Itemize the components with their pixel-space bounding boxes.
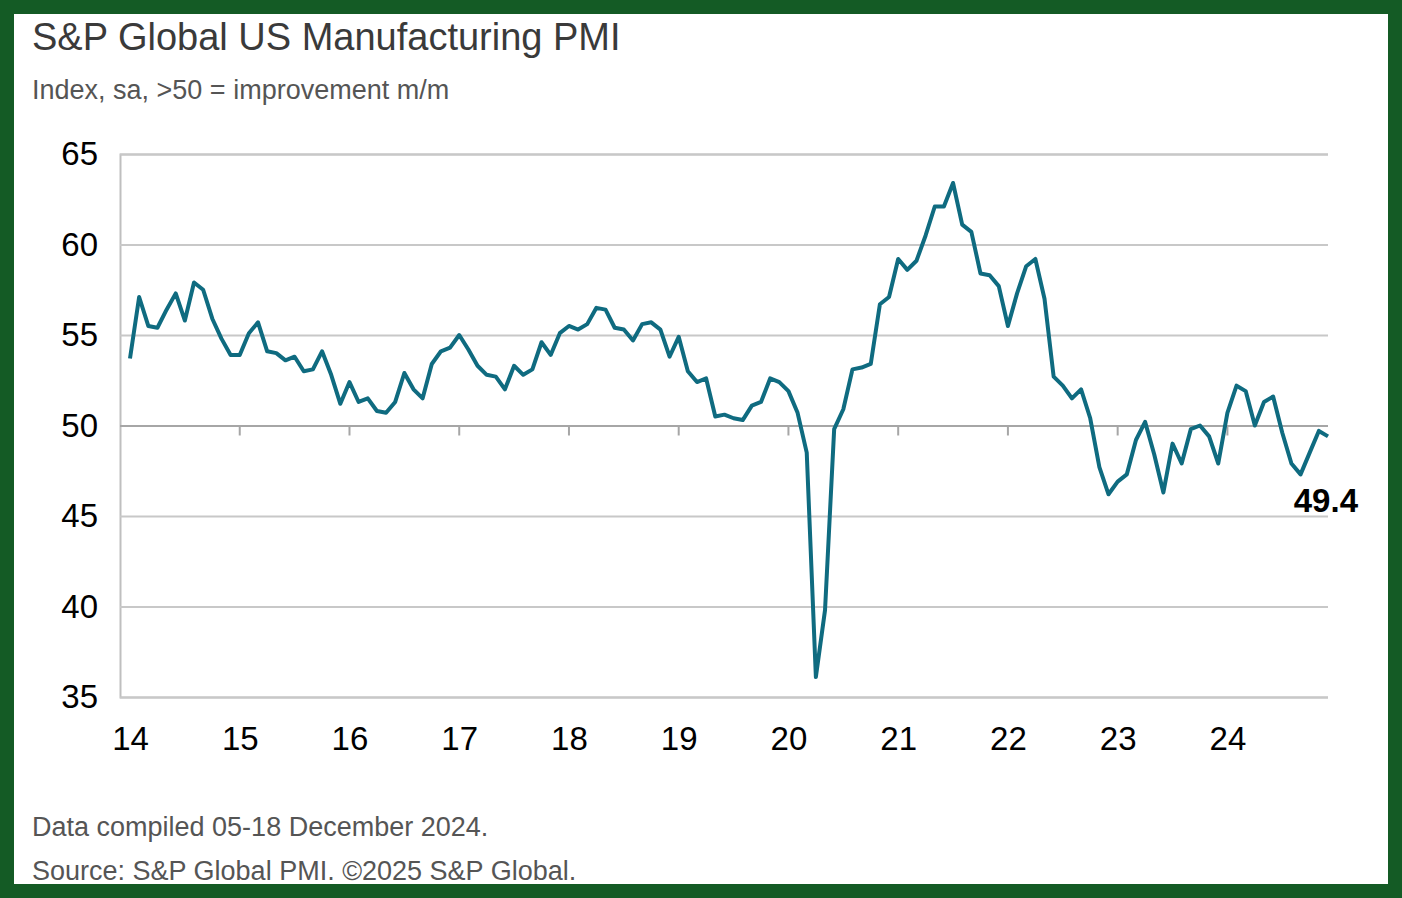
- title: S&P Global US Manufacturing PMI: [32, 16, 621, 58]
- x-tick-marks: [240, 426, 1228, 436]
- x-tick-label: 18: [551, 720, 588, 757]
- annotation: 49.4: [1294, 482, 1359, 519]
- x-tick-label: 22: [990, 720, 1027, 757]
- x-tick-mark: [1007, 426, 1009, 436]
- x-tick-mark: [458, 426, 460, 436]
- y-tick: 65: [61, 135, 1328, 172]
- y-tick: 35: [61, 678, 1328, 715]
- y-tick-label: 45: [61, 497, 98, 534]
- y-tick: 40: [61, 588, 1328, 625]
- x-tick: 16: [332, 720, 369, 757]
- x-tick: 18: [551, 720, 588, 757]
- grid-line: [120, 516, 1328, 518]
- chart: S&P Global US Manufacturing PMI Index, sa…: [0, 0, 1402, 898]
- x-tick-label: 14: [112, 720, 149, 757]
- x-tick-mark: [897, 426, 899, 436]
- background: [14, 14, 1388, 884]
- x-tick-mark: [1117, 426, 1119, 436]
- y-tick-label: 65: [61, 135, 98, 172]
- x-tick-label: 21: [880, 720, 917, 757]
- x-tick-mark: [239, 426, 241, 436]
- y-tick-label: 35: [61, 678, 98, 715]
- y-axis: 35 40 45 50 55 60 65: [61, 135, 1328, 715]
- x-tick: 21: [880, 720, 917, 757]
- plot-area: [130, 183, 1328, 677]
- y-tick: 45: [61, 497, 1328, 534]
- y-axis-line: [121, 155, 1329, 698]
- grid-line: [120, 154, 1328, 156]
- y-tick-label: 55: [61, 316, 98, 353]
- y-tick: 55: [61, 316, 1328, 353]
- subtitle: Index, sa, >50 = improvement m/m: [32, 75, 449, 105]
- grid-line: [120, 244, 1328, 246]
- x-tick-mark: [787, 426, 789, 436]
- y-tick-label: 60: [61, 226, 98, 263]
- x-tick: 23: [1100, 720, 1137, 757]
- x-tick: 14: [112, 720, 149, 757]
- grid-line: [120, 606, 1328, 608]
- x-axis: 14 15 16 17 18 19 20 21 22 23 24: [112, 720, 1246, 757]
- grid-line: [120, 697, 1328, 699]
- x-tick-mark: [568, 426, 570, 436]
- x-tick-label: 23: [1100, 720, 1137, 757]
- y-tick-label: 40: [61, 588, 98, 625]
- x-tick: 20: [771, 720, 808, 757]
- x-tick-label: 16: [332, 720, 369, 757]
- x-tick: 19: [661, 720, 698, 757]
- x-tick-label: 19: [661, 720, 698, 757]
- frame: [0, 0, 1402, 898]
- grid-line: [120, 335, 1328, 337]
- pmi-line: [130, 183, 1328, 677]
- x-tick: 22: [990, 720, 1027, 757]
- footnote: Source: S&P Global PMI. ©2025 S&P Global…: [32, 856, 576, 886]
- x-tick-label: 15: [222, 720, 259, 757]
- x-tick-mark: [348, 426, 350, 436]
- x-tick: 24: [1210, 720, 1247, 757]
- x-tick-mark: [678, 426, 680, 436]
- x-tick: 15: [222, 720, 259, 757]
- x-tick-label: 20: [771, 720, 808, 757]
- footnote: Data compiled 05-18 December 2024.: [32, 812, 488, 842]
- x-tick-label: 24: [1210, 720, 1247, 757]
- x-tick-label: 17: [441, 720, 478, 757]
- x-tick: 17: [441, 720, 478, 757]
- y-tick-label: 50: [61, 407, 98, 444]
- y-tick: 60: [61, 226, 1328, 263]
